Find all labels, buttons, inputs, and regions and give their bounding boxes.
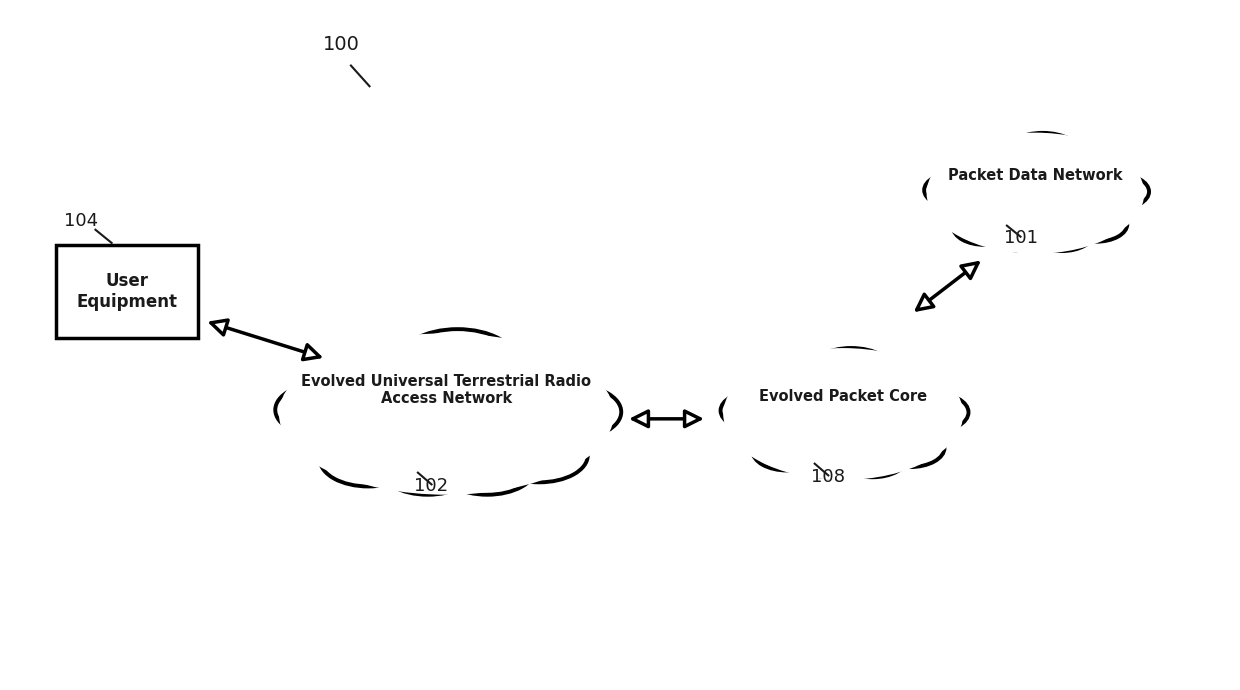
Circle shape <box>379 441 476 495</box>
Circle shape <box>875 428 945 467</box>
Circle shape <box>465 348 569 406</box>
Ellipse shape <box>279 333 614 495</box>
Circle shape <box>766 359 846 404</box>
Circle shape <box>808 348 894 395</box>
Text: Packet Data Network: Packet Data Network <box>949 168 1122 184</box>
Circle shape <box>339 344 450 406</box>
Circle shape <box>899 393 968 432</box>
Circle shape <box>838 439 908 477</box>
Circle shape <box>398 329 517 395</box>
Text: 108: 108 <box>811 469 846 486</box>
Text: 102: 102 <box>414 477 449 495</box>
Circle shape <box>1086 174 1149 209</box>
Circle shape <box>491 428 588 482</box>
Text: 100: 100 <box>322 35 360 55</box>
Circle shape <box>1004 133 1081 176</box>
Circle shape <box>992 216 1055 251</box>
FancyBboxPatch shape <box>56 245 198 338</box>
Ellipse shape <box>926 132 1145 254</box>
Circle shape <box>525 385 621 439</box>
Circle shape <box>857 363 931 404</box>
Text: 101: 101 <box>1003 229 1038 247</box>
Circle shape <box>924 172 987 208</box>
Circle shape <box>1064 207 1127 242</box>
Circle shape <box>753 432 822 471</box>
Text: Evolved Packet Core: Evolved Packet Core <box>759 389 928 404</box>
Text: Evolved Universal Terrestrial Radio
Access Network: Evolved Universal Terrestrial Radio Acce… <box>301 374 591 406</box>
Circle shape <box>965 144 1038 184</box>
Text: 104: 104 <box>63 212 98 230</box>
Circle shape <box>1048 146 1115 184</box>
Ellipse shape <box>723 348 963 480</box>
Circle shape <box>1030 216 1094 251</box>
Circle shape <box>720 391 790 430</box>
Circle shape <box>275 383 372 437</box>
Circle shape <box>439 441 536 495</box>
Circle shape <box>320 433 417 486</box>
Text: User
Equipment: User Equipment <box>77 272 177 311</box>
Circle shape <box>795 439 864 477</box>
Circle shape <box>954 210 1016 245</box>
